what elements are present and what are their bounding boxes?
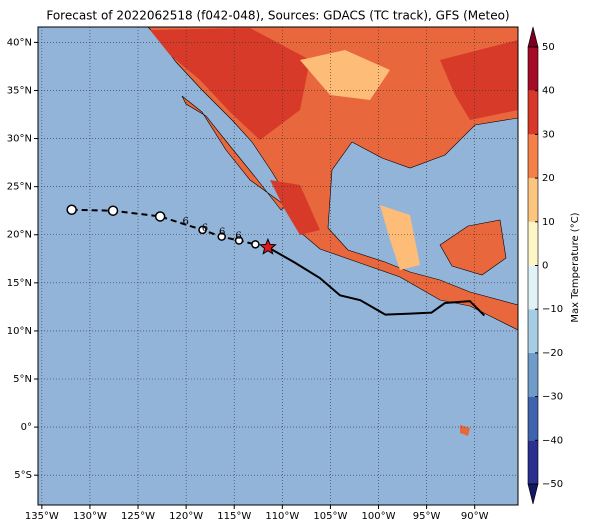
storm-symbol: 6	[182, 216, 188, 227]
y-tick-label: 25°N	[7, 182, 32, 193]
current-position	[259, 237, 277, 255]
colorbar-tick-label: −30	[542, 392, 563, 403]
x-tick-label: 125°W	[121, 511, 155, 522]
x-tick-label: 100°W	[362, 511, 396, 522]
colorbar-tick-label: 30	[542, 129, 555, 140]
colorbar-tick-label: 20	[542, 173, 555, 184]
track-point	[217, 232, 226, 241]
x-tick-label: 120°W	[169, 511, 203, 522]
map-frame	[37, 26, 519, 506]
colorbar-band	[528, 440, 538, 484]
colorbar-band	[528, 221, 538, 266]
track-point	[251, 240, 260, 249]
colorbar-tick-label: −40	[542, 435, 563, 446]
colorbar-tick-label: 10	[542, 217, 555, 228]
colorbar-band	[528, 352, 538, 397]
y-tick-label: 10°N	[7, 326, 32, 337]
past-track	[267, 246, 486, 317]
storm-symbol: 6	[202, 223, 208, 234]
colorbar-label: Max Temperature (°C)	[570, 212, 581, 322]
x-tick-label: 115°W	[217, 511, 251, 522]
colorbar-band	[528, 309, 538, 353]
track-point	[66, 204, 77, 215]
chart-title: Forecast of 2022062518 (f042-048), Sourc…	[46, 9, 509, 23]
colorbar-tick-label: 40	[542, 86, 555, 97]
x-tick-label: 95°W	[413, 511, 441, 522]
land	[147, 26, 519, 436]
track-point	[234, 236, 244, 245]
storm-symbol: 6	[235, 231, 241, 242]
colorbar-band	[528, 134, 538, 179]
colorbar-tick-label: −10	[542, 304, 563, 315]
colorbar-tick-label: −50	[542, 479, 563, 490]
colorbar-band	[528, 265, 538, 310]
y-tick-label: 0°	[21, 422, 32, 433]
colorbar-extend	[527, 483, 539, 505]
y-tick-label: 35°N	[7, 85, 32, 96]
track-point	[198, 225, 207, 235]
y-tick-label: 20°N	[7, 230, 32, 241]
colorbar-band	[528, 396, 538, 441]
x-tick-label: 135°W	[25, 511, 59, 522]
colorbar-extend	[527, 26, 539, 48]
track-point	[107, 205, 119, 216]
colorbar-band	[528, 178, 538, 222]
y-tick-label: 30°N	[7, 134, 32, 145]
track-point	[154, 211, 166, 222]
colorbar-tick-label: 50	[542, 42, 555, 53]
x-tick-label: 130°W	[73, 511, 107, 522]
colorbar-band	[528, 47, 538, 91]
x-tick-label: 105°W	[313, 511, 347, 522]
storm-symbol: 6	[219, 227, 225, 238]
y-tick-label: 5°S	[14, 470, 32, 481]
y-tick-label: 15°N	[7, 278, 32, 289]
colorbar-tick-label: 0	[542, 261, 548, 272]
y-tick-label: 40°N	[7, 37, 32, 48]
y-tick-label: 5°N	[13, 374, 32, 385]
x-tick-label: 110°W	[265, 511, 299, 522]
x-tick-label: 90°W	[461, 511, 489, 522]
colorbar-tick-label: −20	[542, 348, 563, 359]
colorbar-band	[528, 90, 538, 135]
